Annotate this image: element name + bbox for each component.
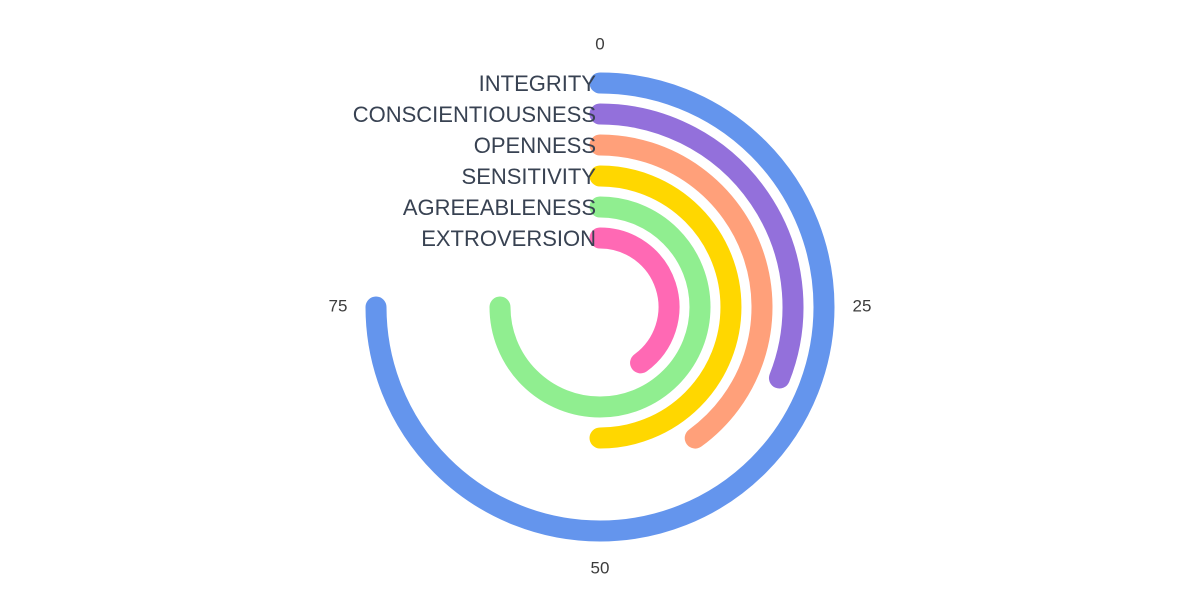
bar-openness <box>589 134 773 449</box>
bar-sensitivity <box>589 165 742 449</box>
category-label-sensitivity: SENSITIVITY <box>462 164 597 189</box>
angular-tick-25: 25 <box>853 296 872 315</box>
angular-ticks-layer: 0 25 50 75 <box>329 34 872 577</box>
bar-integrity <box>365 72 835 542</box>
angular-tick-75: 75 <box>329 296 348 315</box>
angular-tick-50: 50 <box>591 558 610 577</box>
category-label-integrity: INTEGRITY <box>479 71 597 96</box>
category-label-conscientiousness: CONSCIENTIOUSNESS <box>353 102 596 127</box>
angular-tick-0: 0 <box>595 34 604 53</box>
category-label-agreeableness: AGREEABLENESS <box>403 195 596 220</box>
bar-agreeableness <box>489 196 711 418</box>
category-label-extroversion: EXTROVERSION <box>421 226 596 251</box>
bar-conscientiousness <box>589 103 804 389</box>
bars-layer <box>365 72 835 542</box>
category-label-openness: OPENNESS <box>474 133 596 158</box>
category-labels-layer: INTEGRITY CONSCIENTIOUSNESS OPENNESS SENSIT… <box>353 71 597 251</box>
bar-extroversion <box>589 227 680 374</box>
